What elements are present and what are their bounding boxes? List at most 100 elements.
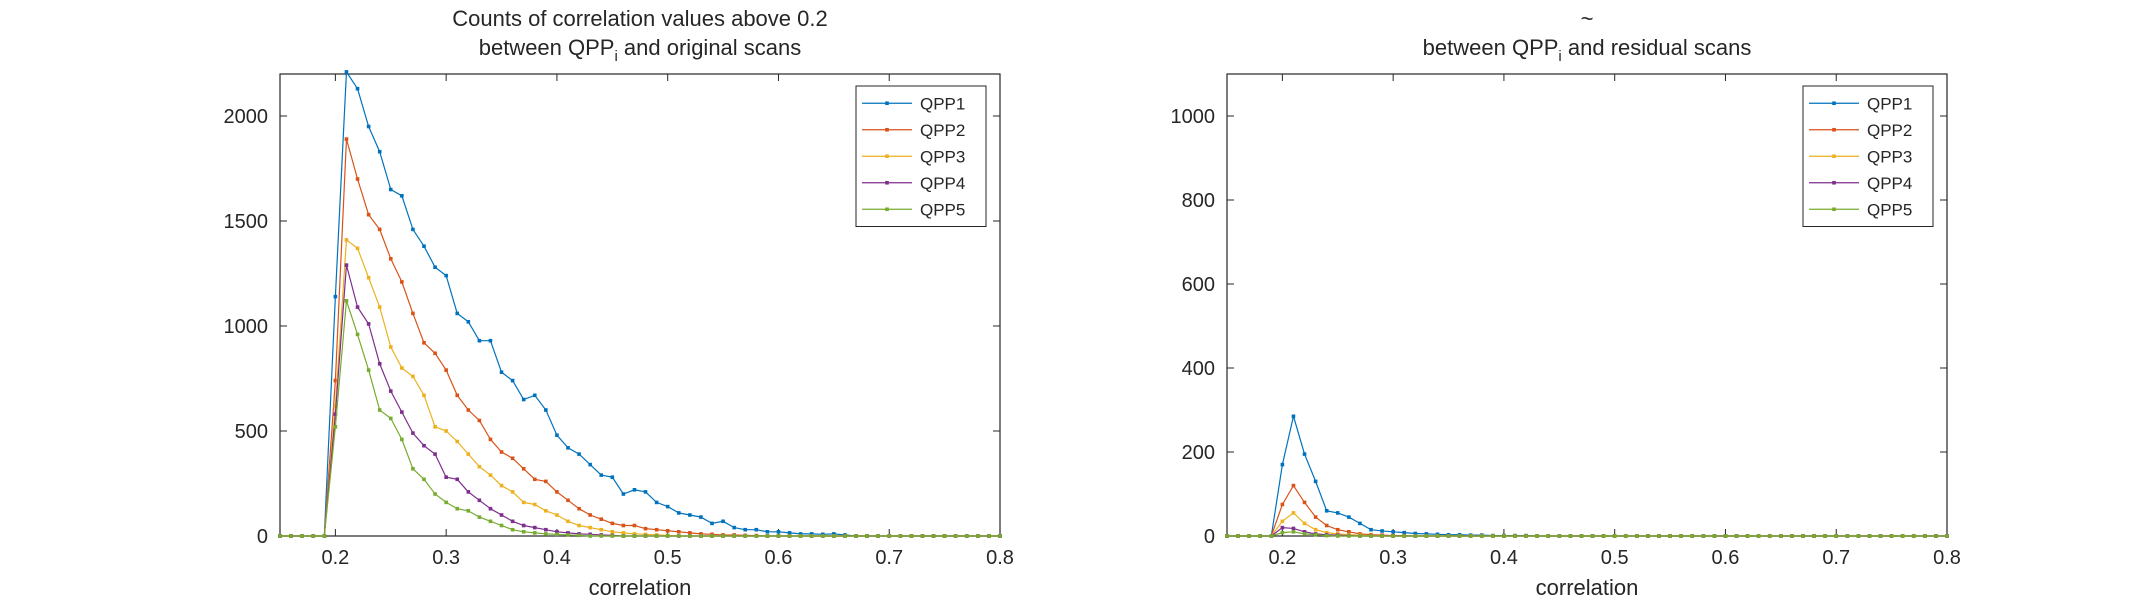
left-chart-point-qpp2 bbox=[355, 177, 360, 181]
left-chart-point-qpp1 bbox=[477, 338, 482, 343]
right-chart-point-qpp1 bbox=[1413, 531, 1418, 536]
right-chart-point-qpp2 bbox=[1313, 515, 1318, 519]
right-chart-point-qpp4 bbox=[1302, 530, 1307, 534]
left-chart-point-qpp5 bbox=[388, 416, 393, 421]
right-chart-y-tick-label: 1000 bbox=[1171, 106, 1216, 128]
left-chart-point-qpp4 bbox=[344, 263, 349, 267]
left-chart-point-qpp1 bbox=[521, 397, 526, 402]
left-chart-point-qpp2 bbox=[599, 517, 604, 521]
right-chart-x-tick-label: 0.4 bbox=[1490, 547, 1518, 569]
left-chart-point-qpp3 bbox=[355, 246, 360, 251]
left-chart-y-tick-label: 0 bbox=[257, 526, 268, 548]
right-chart-y-tick-label: 0 bbox=[1204, 526, 1215, 548]
left-chart-point-qpp3 bbox=[499, 483, 504, 488]
left-chart-point-qpp2 bbox=[610, 521, 615, 526]
right-chart: ~ between QPPi and residual scans correl… bbox=[1171, 6, 1961, 600]
left-chart-point-qpp1 bbox=[344, 70, 349, 74]
left-chart-point-qpp3 bbox=[599, 527, 604, 532]
right-chart-point-qpp5 bbox=[1945, 534, 1949, 538]
left-chart-point-qpp5 bbox=[665, 534, 670, 538]
left-chart-point-qpp1 bbox=[721, 519, 725, 524]
right-chart-point-qpp5 bbox=[1601, 534, 1606, 538]
right-chart-point-qpp5 bbox=[1679, 534, 1683, 538]
left-chart-line-qpp3 bbox=[280, 238, 1000, 537]
left-chart-point-qpp2 bbox=[665, 528, 670, 533]
left-chart-point-qpp5 bbox=[976, 534, 980, 538]
left-chart-point-qpp1 bbox=[566, 446, 570, 450]
left-chart-point-qpp5 bbox=[422, 477, 426, 482]
right-chart-point-qpp5 bbox=[1568, 534, 1573, 538]
right-chart-legend: QPP1 QPP2 QPP3 QPP4 QPP5 bbox=[1802, 85, 1934, 227]
left-chart-point-qpp5 bbox=[289, 534, 293, 538]
left-chart-point-qpp2 bbox=[632, 523, 637, 528]
right-chart-title-line1: ~ bbox=[1581, 6, 1594, 31]
right-chart-point-qpp1 bbox=[1313, 479, 1318, 484]
right-chart-point-qpp5 bbox=[1535, 534, 1539, 538]
right-chart-point-qpp5 bbox=[1889, 534, 1894, 538]
left-chart-point-qpp5 bbox=[699, 534, 703, 538]
left-chart-line-qpp4 bbox=[280, 264, 1000, 537]
left-chart-point-qpp3 bbox=[621, 531, 626, 535]
left-chart-point-qpp3 bbox=[377, 305, 382, 309]
left-chart-point-qpp5 bbox=[743, 534, 748, 538]
left-chart-point-qpp2 bbox=[654, 527, 659, 532]
left-chart-point-qpp2 bbox=[377, 227, 382, 232]
right-chart-point-qpp5 bbox=[1269, 534, 1274, 538]
left-chart-point-qpp5 bbox=[532, 531, 537, 535]
left-chart-point-qpp1 bbox=[765, 530, 770, 534]
left-chart-legend-marker-qpp4 bbox=[885, 180, 889, 185]
right-chart-point-qpp5 bbox=[1225, 534, 1229, 538]
left-chart-point-qpp3 bbox=[344, 238, 349, 242]
right-chart-point-qpp5 bbox=[1557, 534, 1562, 538]
right-chart-point-qpp5 bbox=[1690, 534, 1695, 538]
left-chart-point-qpp5 bbox=[377, 408, 382, 412]
left-chart-legend-marker-qpp1 bbox=[885, 101, 889, 106]
left-chart-point-qpp5 bbox=[732, 534, 736, 538]
right-chart-point-qpp5 bbox=[1491, 534, 1495, 538]
right-chart-point-qpp5 bbox=[1358, 534, 1362, 538]
left-chart-y-tick-label: 1500 bbox=[224, 211, 269, 233]
left-chart-point-qpp2 bbox=[688, 531, 692, 535]
left-chart-point-qpp3 bbox=[366, 275, 371, 280]
left-chart-point-qpp5 bbox=[798, 534, 803, 538]
left-chart-title-line2-pre: between QPP bbox=[479, 35, 615, 60]
right-chart-point-qpp5 bbox=[1546, 534, 1551, 538]
left-chart-point-qpp1 bbox=[488, 338, 493, 343]
right-chart-legend-label-qpp3: QPP3 bbox=[1867, 147, 1912, 166]
right-chart-point-qpp5 bbox=[1524, 534, 1528, 538]
right-chart-point-qpp5 bbox=[1335, 534, 1340, 538]
right-chart-point-qpp3 bbox=[1313, 527, 1318, 532]
right-chart-point-qpp5 bbox=[1812, 534, 1816, 538]
left-chart-point-qpp5 bbox=[643, 534, 648, 538]
left-chart-point-qpp5 bbox=[820, 534, 825, 538]
right-chart-point-qpp3 bbox=[1324, 530, 1329, 535]
right-chart-point-qpp5 bbox=[1623, 534, 1628, 538]
left-chart-legend-marker-qpp3 bbox=[885, 154, 889, 159]
left-chart-point-qpp5 bbox=[654, 534, 659, 538]
left-chart-legend-label-qpp2: QPP2 bbox=[920, 121, 965, 140]
left-chart-point-qpp5 bbox=[411, 467, 415, 471]
left-chart-legend-label-qpp4: QPP4 bbox=[920, 174, 965, 193]
right-chart-point-qpp1 bbox=[1347, 515, 1351, 519]
left-chart-point-qpp5 bbox=[599, 534, 604, 538]
left-chart-point-qpp2 bbox=[366, 212, 371, 217]
right-chart-point-qpp5 bbox=[1701, 534, 1706, 538]
left-chart-point-qpp2 bbox=[488, 437, 493, 442]
right-chart-legend-marker-qpp3 bbox=[1832, 154, 1836, 159]
left-chart-legend-marker-qpp2 bbox=[885, 127, 889, 132]
left-chart-point-qpp5 bbox=[710, 534, 714, 538]
left-chart-title-line2-subscript: i bbox=[614, 48, 617, 65]
left-chart-x-tick-label: 0.8 bbox=[986, 547, 1014, 569]
left-chart-point-qpp4 bbox=[532, 525, 537, 530]
right-chart-series-qpp1 bbox=[1225, 413, 1949, 538]
left-chart-point-qpp4 bbox=[400, 410, 404, 414]
left-chart-point-qpp5 bbox=[964, 534, 969, 538]
left-chart-title-line1: Counts of correlation values above 0.2 bbox=[452, 6, 827, 31]
left-chart-point-qpp5 bbox=[544, 532, 548, 536]
left-chart-point-qpp3 bbox=[388, 345, 393, 349]
left-chart-point-qpp5 bbox=[843, 534, 847, 538]
right-chart-point-qpp5 bbox=[1934, 534, 1938, 538]
right-chart-series-qpp2 bbox=[1225, 483, 1949, 538]
left-chart-x-tick-label: 0.4 bbox=[543, 547, 571, 569]
right-chart-y-tick-label: 600 bbox=[1182, 274, 1215, 296]
